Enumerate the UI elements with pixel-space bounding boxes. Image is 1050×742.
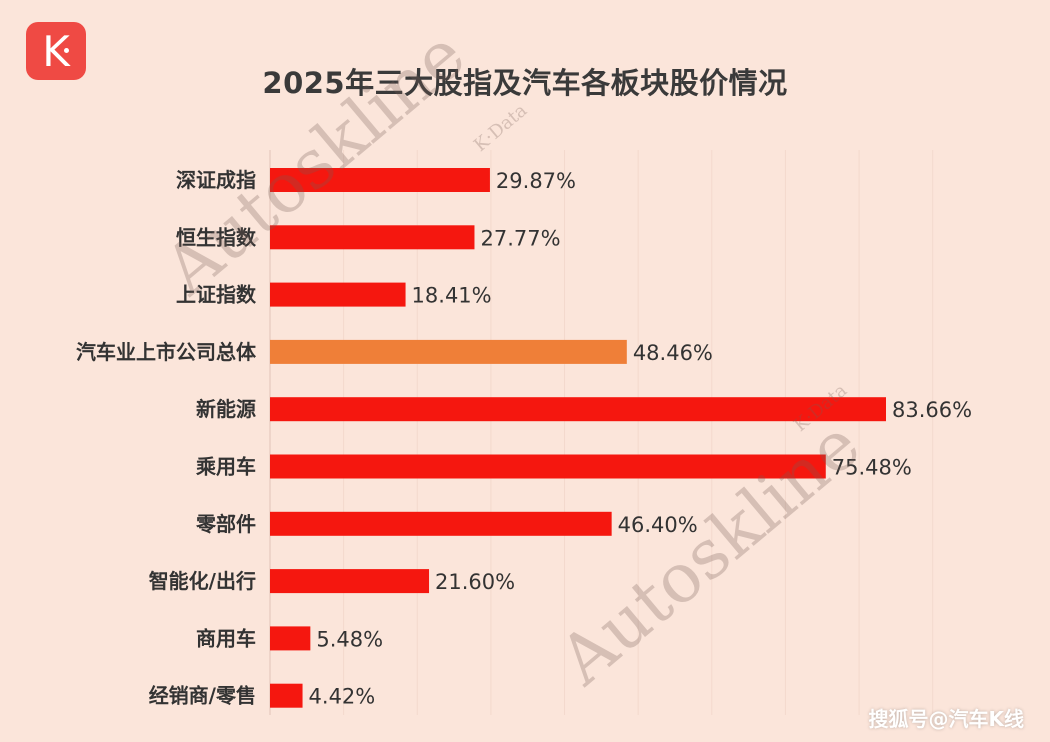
value-label: 18.41% [412, 284, 492, 308]
value-label: 75.48% [832, 456, 912, 480]
footer-source: 搜狐号@汽车K线 [868, 707, 1025, 731]
value-label: 48.46% [633, 341, 713, 365]
value-label: 83.66% [892, 398, 972, 422]
logo-dot [64, 48, 69, 53]
value-label: 46.40% [618, 513, 698, 537]
bar [270, 511, 612, 536]
value-label: 4.42% [309, 685, 376, 709]
value-label: 21.60% [435, 570, 515, 594]
bar [270, 569, 430, 594]
category-label: 经销商/零售 [149, 684, 256, 708]
bar [270, 168, 490, 192]
bar [270, 225, 475, 250]
bar [270, 683, 303, 708]
category-label: 上证指数 [176, 283, 257, 307]
category-label: 汽车业上市公司总体 [76, 340, 257, 364]
bar [270, 339, 627, 364]
value-label: 29.87% [496, 169, 576, 193]
value-label: 5.48% [316, 627, 383, 651]
category-label: 智能化/出行 [149, 569, 256, 593]
category-label: 深证成指 [176, 168, 256, 192]
bar [270, 282, 406, 307]
bar [270, 626, 311, 651]
bar [270, 397, 886, 422]
value-label: 27.77% [480, 226, 560, 250]
category-label: 新能源 [196, 397, 256, 421]
k-logo-icon: K [26, 22, 86, 80]
category-label: 商用车 [196, 626, 256, 650]
category-label: 乘用车 [195, 455, 256, 479]
bar [270, 454, 826, 479]
category-label: 恒生指数 [176, 225, 257, 249]
category-label: 零部件 [195, 512, 256, 536]
chart-title: 2025年三大股指及汽车各板块股价情况 [262, 66, 788, 100]
